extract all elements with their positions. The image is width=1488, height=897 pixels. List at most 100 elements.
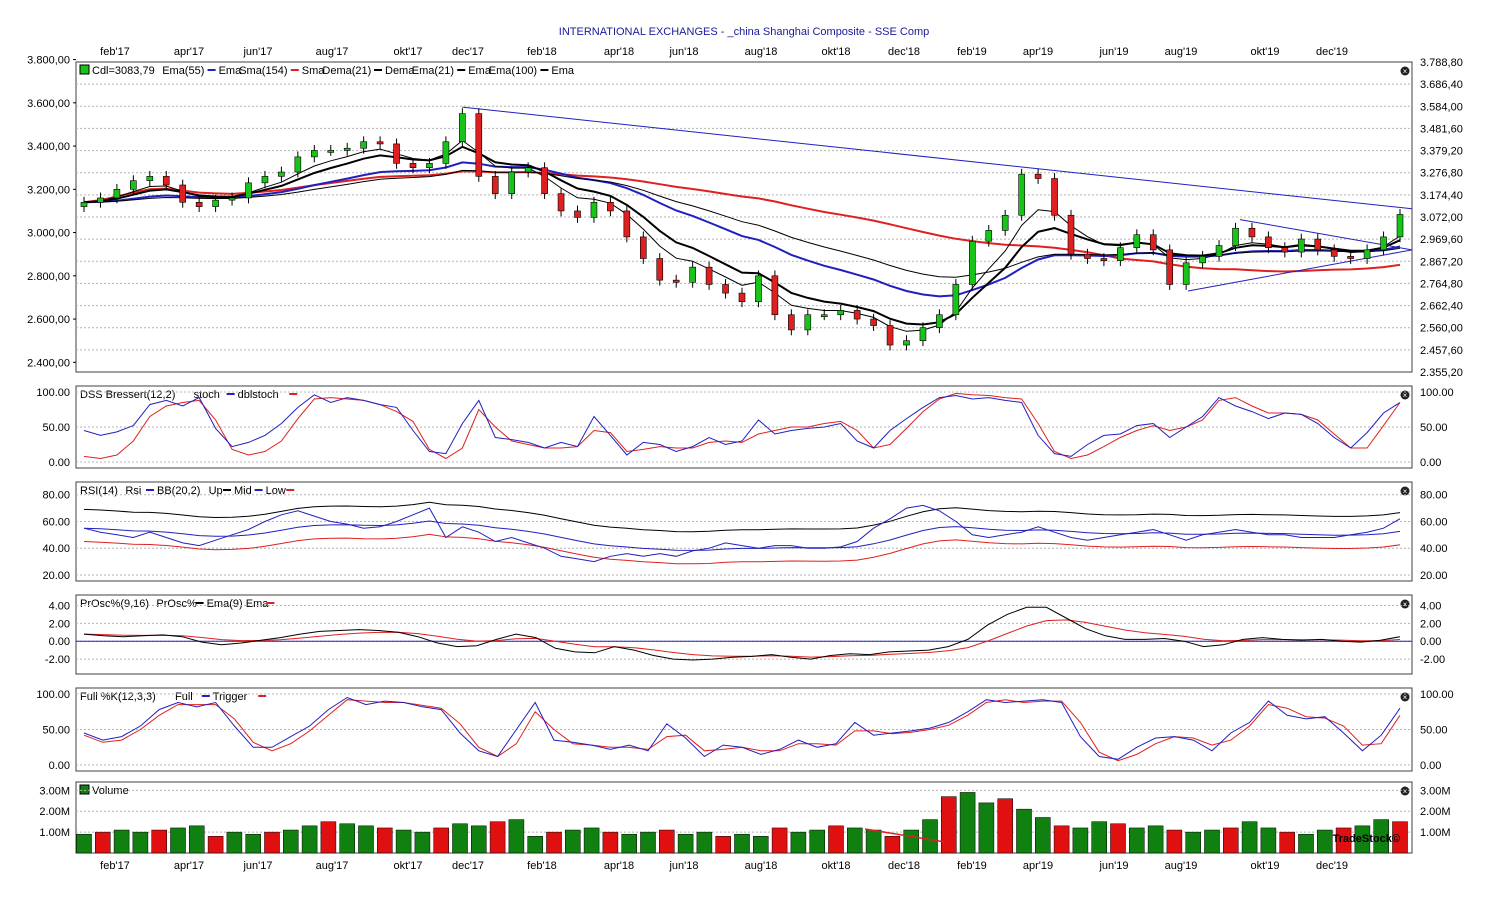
candle-up [755,275,762,303]
candle-up [689,266,696,283]
full-left-tick: 0.00 [49,760,70,772]
top-month-label: okt'17 [393,46,422,58]
candle-down [1281,247,1289,253]
candle-up [820,314,828,318]
candle-down [722,284,729,294]
bottom-month-label: feb'18 [527,860,557,872]
candle-up [343,147,351,151]
resistance-trendline [462,106,1413,210]
volume-bar-up [696,831,713,854]
candle-down [574,210,581,218]
candle-down [1084,253,1091,259]
price-left-tick: 3.000,00 [27,228,70,240]
bottom-month-label: apr'19 [1023,860,1053,872]
close-x-glyph: × [1403,693,1408,702]
dss-right-tick: 0.00 [1420,457,1441,469]
price-left-tick: 2.600,00 [27,314,70,326]
bottom-month-label: dec'17 [452,860,484,872]
legend-label: Dema(21) [322,65,371,77]
close-x-icon [1400,66,1410,76]
close-x-glyph: × [1403,600,1408,609]
volume-bar-up [1373,819,1389,854]
volume-bar-up [1241,821,1258,854]
prosc-right-tick: 2.00 [1420,618,1441,630]
legend-label: Full [175,691,193,703]
price-right-tick: 2.560,00 [1420,323,1463,335]
full-k-line [83,696,1401,760]
rsi-left-tick: 60.00 [42,516,70,528]
candle-down [853,310,861,320]
volume-bar-up [922,819,938,854]
volume-bar-up [1185,831,1201,854]
legend-label: stoch [194,389,220,401]
bottom-month-label: jun'17 [242,860,272,872]
candle-up [804,314,812,331]
candle-up [130,180,137,190]
price-right-tick: 2.764,80 [1420,278,1463,290]
candle-up [508,171,516,194]
price-right-tick: 3.072,00 [1420,212,1463,224]
volume-right-tick: 2.00M [1420,806,1451,818]
legend-label: RSI(14) [80,485,118,497]
volume-bar-up [189,825,205,854]
volume-bar-up [734,833,750,854]
price-left-tick: 2.400,00 [27,357,70,369]
volume-bar-down [1166,829,1183,854]
bottom-month-label: aug'17 [316,860,349,872]
candle-up [1380,236,1387,251]
candle-up [1018,173,1025,216]
volume-bar-up [1317,829,1333,854]
volume-bar-up [1129,827,1145,854]
volume-bar-down [377,827,393,854]
volume-bar-down [884,836,901,854]
candle-down [1166,249,1173,285]
volume-bar-down [1279,831,1295,854]
volume-bar-up [1147,825,1164,854]
dema-21-line [83,139,1401,332]
dss-left-tick: 50.00 [42,422,70,434]
full-panel: × Full %K(12,3,3) Full Trigger 100.00 100.00 5… [36,687,1454,772]
volume-bar-down [151,829,167,854]
price-left-tick: 2.800,00 [27,271,70,283]
bottom-month-label: jun'19 [1098,860,1128,872]
price-left-tick: 3.200,00 [27,184,70,196]
candle-up [936,314,943,329]
prosc-left-tick: 2.00 [49,618,70,630]
volume-bar-up [508,819,525,854]
bb-upper-line [83,501,1401,533]
volume-bar-down [1335,827,1352,854]
volume-bar-up [677,833,694,854]
candle-up [113,189,121,199]
close-x-icon [1400,390,1410,400]
volume-bar-up [1354,825,1371,854]
prosc-right-tick: 0.00 [1420,636,1441,648]
legend-label: Rsi [125,485,141,497]
top-month-label: feb'17 [100,46,130,58]
volume-bar-up [790,831,807,854]
price-right-tick: 3.481,60 [1420,123,1463,135]
candle-down [788,314,795,331]
candle-down [623,210,631,238]
bottom-month-label: aug'18 [745,860,778,872]
candle-down [376,141,384,145]
legend-label: Ema [551,65,575,77]
volume-bar-up [1035,817,1051,854]
volume-bar-up [245,833,261,854]
bb-lower-line [83,533,1401,565]
volume-bar-up [753,836,769,854]
bottom-month-label: aug'19 [1165,860,1198,872]
close-x-icon [1400,786,1410,796]
volume-bar-up [471,825,487,854]
volume-bar-up [113,829,130,854]
volume-bar-up [1016,808,1032,854]
candle-down [475,113,483,177]
rsi-frame [75,481,1413,582]
candle-down [1034,173,1042,179]
volume-panel: × Volume 3.00M 3.00M 2.00M 2.00M 1.00M 1.00M [39,781,1451,854]
legend-label: DSS Bressert(12,2) [80,389,175,401]
prosc-right-tick: 4.00 [1420,600,1441,612]
candle-down [1067,214,1075,255]
volume-bar-up [640,831,656,854]
